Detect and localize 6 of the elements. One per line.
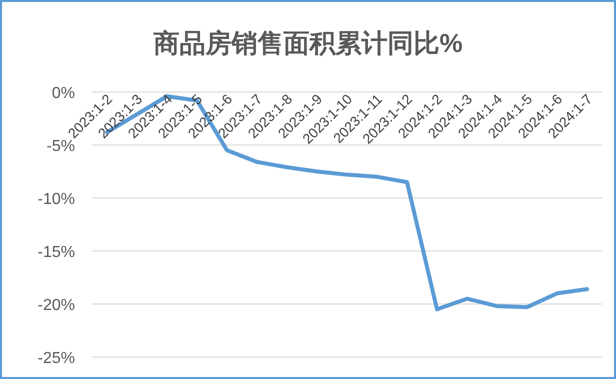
y-tick-label: -25% — [38, 350, 75, 367]
y-tick-label: -20% — [38, 297, 75, 314]
y-tick-label: -15% — [38, 244, 75, 261]
y-tick-label: -10% — [38, 191, 75, 208]
y-tick-label: -5% — [46, 138, 75, 155]
chart-title: 商品房销售面积累计同比% — [152, 28, 463, 58]
